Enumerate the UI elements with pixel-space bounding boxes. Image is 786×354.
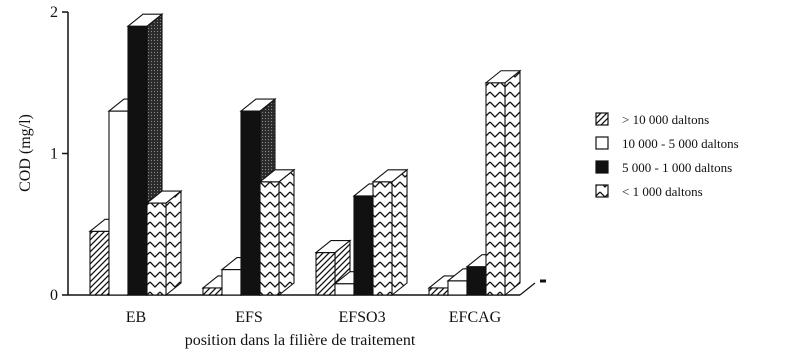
- bar-side: [504, 69, 521, 297]
- bar-top: [371, 169, 409, 183]
- bar-front: [89, 230, 110, 296]
- bar-front: [221, 268, 242, 296]
- legend-swatch: [595, 112, 609, 126]
- legend-label: < 1 000 daltons: [622, 184, 703, 199]
- bar-front: [315, 252, 336, 296]
- x-tick-labels: EB EFS EFSO3 EFCAG: [126, 309, 502, 326]
- bar-side: [391, 168, 408, 297]
- x-tick-label: EFCAG: [449, 309, 502, 326]
- legend-label: 10 000 - 5 000 daltons: [622, 136, 739, 151]
- legend-swatch: [595, 136, 609, 150]
- bar: [484, 69, 522, 297]
- legend-swatch: [595, 160, 609, 174]
- bar-front: [127, 25, 148, 296]
- y-tick-label: 2: [50, 4, 58, 21]
- bar-front: [466, 266, 487, 296]
- x-axis-depth-edge: [519, 282, 536, 296]
- bar-front: [259, 181, 280, 296]
- legend-entry: 5 000 - 1 000 daltons: [595, 160, 732, 175]
- bar-front: [334, 283, 355, 296]
- legend-entry: < 1 000 daltons: [595, 184, 703, 199]
- bars: [88, 13, 522, 297]
- x-axis-label: position dans la filière de traitement: [185, 332, 416, 349]
- x-tick-label: EB: [126, 309, 146, 326]
- bar-front: [485, 82, 506, 296]
- bar-front: [447, 280, 468, 296]
- bar-front: [202, 287, 223, 296]
- legend: > 10 000 daltons 10 000 - 5 000 daltons 5 …: [595, 112, 739, 199]
- legend-label: 5 000 - 1 000 daltons: [622, 160, 732, 175]
- y-tick-label: 1: [50, 146, 58, 163]
- bar-top: [484, 70, 522, 84]
- bar: [258, 168, 296, 297]
- bar-side: [278, 168, 295, 297]
- bar-front: [108, 110, 129, 296]
- bar-front: [240, 110, 261, 296]
- bar-top: [145, 190, 183, 204]
- x-tick-label: EFSO3: [338, 309, 385, 326]
- legend-label: > 10 000 daltons: [622, 112, 709, 127]
- bar-side: [165, 189, 182, 297]
- bar-front: [428, 287, 449, 296]
- bar-top: [239, 98, 277, 112]
- y-tick-label: 0: [50, 287, 58, 304]
- bar-top: [126, 13, 164, 27]
- legend-swatch: [595, 184, 609, 198]
- bar-front: [146, 202, 167, 296]
- bar-top: [258, 169, 296, 183]
- bar: [371, 168, 409, 297]
- legend-entry: 10 000 - 5 000 daltons: [595, 136, 739, 151]
- bar-front: [353, 195, 374, 296]
- legend-entry: > 10 000 daltons: [595, 112, 709, 127]
- bar-front: [372, 181, 393, 296]
- bar-top: [314, 240, 352, 254]
- y-ticks: 0 1 2: [50, 4, 68, 304]
- y-axis-label: COD (mg/l): [17, 114, 34, 192]
- bar: [145, 189, 183, 297]
- x-tick-label: EFS: [235, 309, 263, 326]
